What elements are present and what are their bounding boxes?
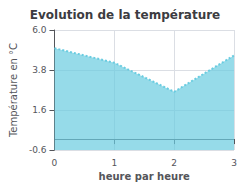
svg-text:1.6: 1.6 [32, 105, 47, 115]
svg-text:1: 1 [111, 158, 117, 168]
svg-text:2: 2 [171, 158, 177, 168]
svg-text:-0.6: -0.6 [29, 145, 47, 155]
svg-text:3: 3 [231, 158, 237, 168]
svg-text:0: 0 [52, 158, 58, 168]
svg-text:3.8: 3.8 [32, 65, 47, 75]
svg-text:heure par heure: heure par heure [99, 171, 190, 182]
svg-text:Température en °C: Température en °C [8, 43, 19, 138]
svg-text:6.0: 6.0 [32, 25, 47, 35]
svg-text:Evolution de la température: Evolution de la température [30, 8, 221, 22]
